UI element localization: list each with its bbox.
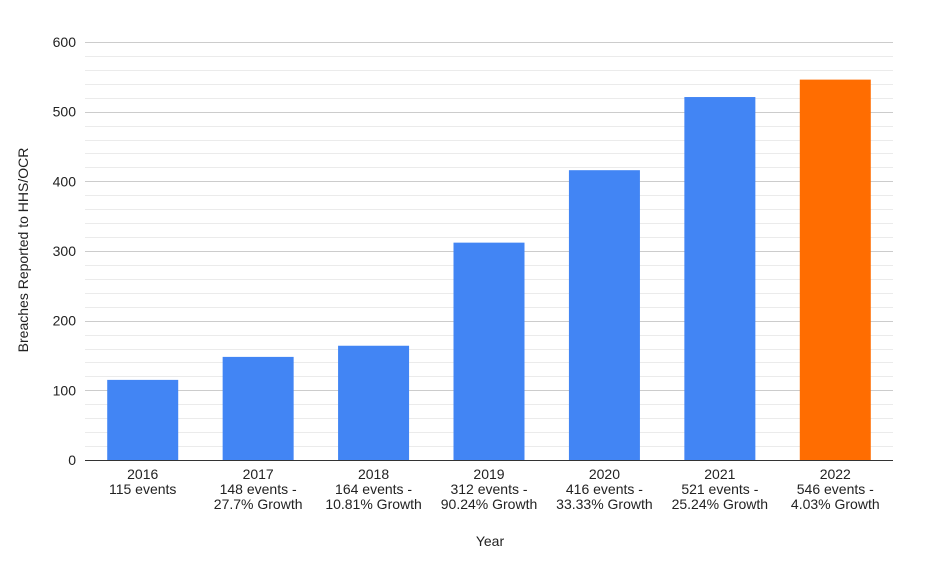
x-category-label: 2021 521 events -25.24% Growth <box>672 466 769 512</box>
y-tick-labels: 0 100 200 300 400 500 600 <box>53 34 77 468</box>
y-tick-label: 200 <box>53 313 77 329</box>
bar-2018 <box>338 345 410 460</box>
x-category-labels: 2016 115 events 2017 148 events -27.7% Grow… <box>109 466 880 512</box>
x-category-label: 2019 312 events -90.24% Growth <box>441 466 538 512</box>
bars <box>107 79 871 461</box>
bar-2022 <box>799 79 871 461</box>
bar-2020 <box>568 170 640 461</box>
x-category-label: 2022 546 events -4.03% Growth <box>791 466 880 512</box>
y-tick-label: 300 <box>53 243 77 259</box>
y-tick-label: 100 <box>53 382 77 398</box>
x-category-label: 2018 164 events -10.81% Growth <box>325 466 422 512</box>
bar-2019 <box>453 242 525 460</box>
bar-2016 <box>107 379 179 460</box>
bar-2017 <box>222 356 294 460</box>
x-category-label: 2020 416 events -33.33% Growth <box>556 466 653 512</box>
y-tick-label: 0 <box>68 452 76 468</box>
y-tick-label: 600 <box>53 34 77 50</box>
x-axis-title: Year <box>476 533 505 549</box>
y-axis-title: Breaches Reported to HHS/OCR <box>15 148 31 353</box>
y-tick-label: 500 <box>53 104 77 120</box>
y-tick-label: 400 <box>53 173 77 189</box>
x-category-label: 2017 148 events -27.7% Growth <box>214 466 303 512</box>
x-category-label: 2016 115 events <box>109 466 176 497</box>
bar-2021 <box>684 97 756 460</box>
